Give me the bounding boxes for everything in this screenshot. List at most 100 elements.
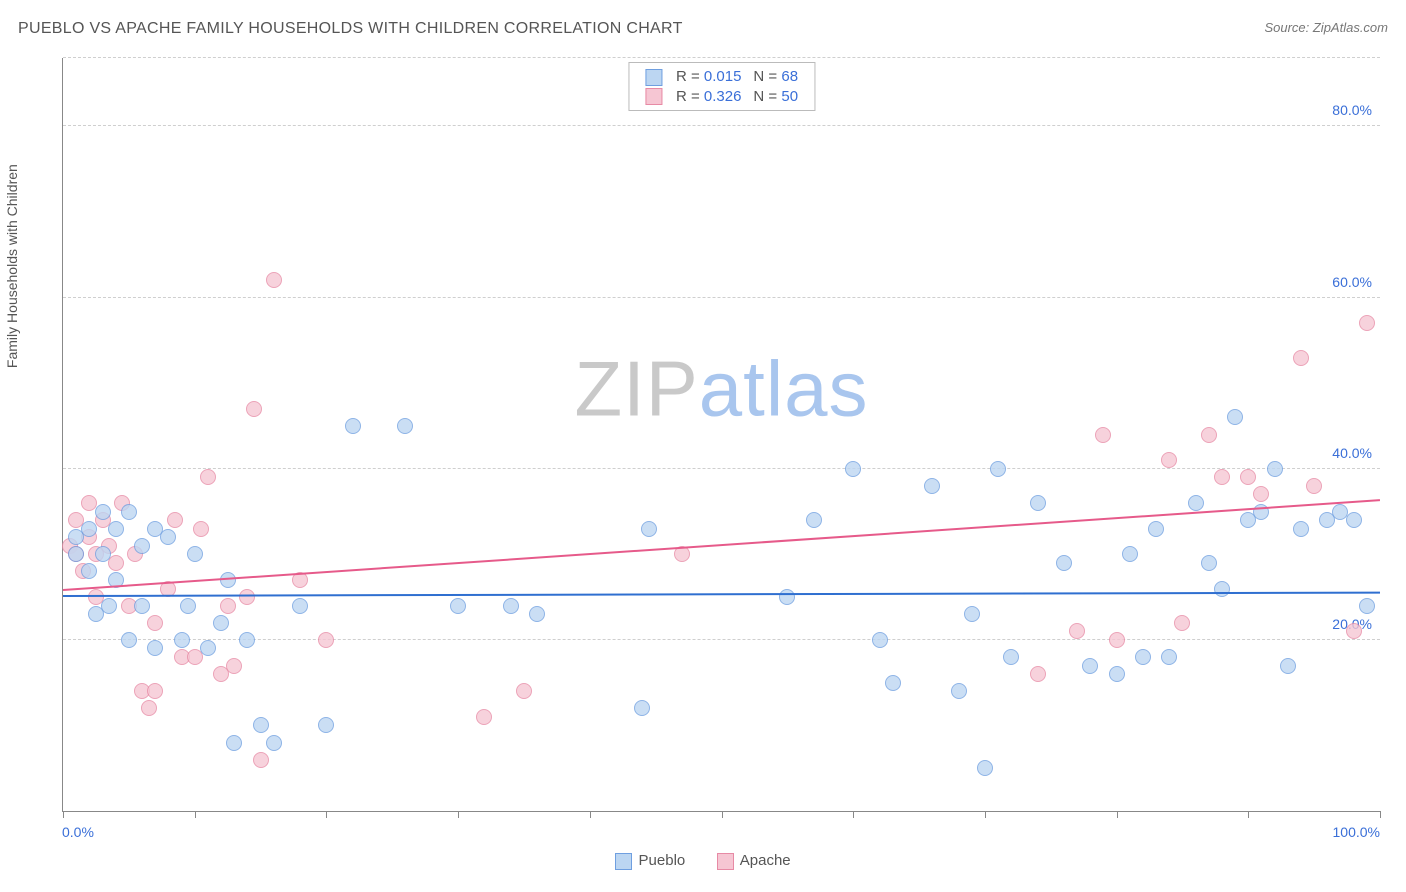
gridline: [63, 468, 1380, 469]
scatter-point-apache: [1174, 615, 1190, 631]
scatter-point-pueblo: [806, 512, 822, 528]
scatter-point-pueblo: [641, 521, 657, 537]
x-tick-mark: [1380, 811, 1381, 818]
scatter-point-pueblo: [68, 546, 84, 562]
y-tick-label: 40.0%: [1332, 445, 1372, 461]
x-tick-mark: [590, 811, 591, 818]
scatter-point-apache: [147, 615, 163, 631]
scatter-point-apache: [1030, 666, 1046, 682]
legend-label-apache: Apache: [740, 852, 791, 869]
plot-region: ZIPatlas R = 0.015 N = 68 R = 0.326 N = …: [62, 58, 1380, 812]
scatter-point-pueblo: [845, 461, 861, 477]
scatter-point-pueblo: [318, 717, 334, 733]
scatter-point-apache: [318, 632, 334, 648]
scatter-point-pueblo: [81, 521, 97, 537]
scatter-point-apache: [1346, 623, 1362, 639]
x-tick-mark: [1248, 811, 1249, 818]
scatter-point-pueblo: [450, 598, 466, 614]
r-value-apache: 0.326: [704, 88, 742, 105]
stats-legend: R = 0.015 N = 68 R = 0.326 N = 50: [628, 62, 815, 111]
scatter-point-pueblo: [1201, 555, 1217, 571]
watermark-zip: ZIP: [574, 345, 698, 433]
legend-label-pueblo: Pueblo: [639, 852, 686, 869]
n-value-apache: 50: [781, 88, 798, 105]
scatter-point-apache: [200, 469, 216, 485]
scatter-point-pueblo: [121, 504, 137, 520]
y-axis-label: Family Households with Children: [4, 164, 20, 368]
scatter-point-pueblo: [529, 606, 545, 622]
x-tick-mark: [1117, 811, 1118, 818]
scatter-point-pueblo: [1109, 666, 1125, 682]
scatter-point-apache: [1201, 427, 1217, 443]
scatter-point-pueblo: [1003, 649, 1019, 665]
swatch-apache: [717, 853, 734, 870]
scatter-point-pueblo: [1346, 512, 1362, 528]
scatter-point-pueblo: [1188, 495, 1204, 511]
x-tick-label-max: 100.0%: [1333, 824, 1380, 840]
scatter-point-apache: [1359, 315, 1375, 331]
scatter-point-pueblo: [1267, 461, 1283, 477]
scatter-point-pueblo: [977, 760, 993, 776]
scatter-point-pueblo: [990, 461, 1006, 477]
scatter-point-pueblo: [187, 546, 203, 562]
scatter-point-pueblo: [180, 598, 196, 614]
scatter-point-pueblo: [200, 640, 216, 656]
scatter-point-apache: [266, 272, 282, 288]
y-tick-label: 80.0%: [1332, 102, 1372, 118]
scatter-point-pueblo: [345, 418, 361, 434]
swatch-pueblo: [645, 69, 662, 86]
gridline: [63, 639, 1380, 640]
x-tick-mark: [326, 811, 327, 818]
scatter-point-pueblo: [872, 632, 888, 648]
scatter-point-pueblo: [503, 598, 519, 614]
x-tick-mark: [458, 811, 459, 818]
n-label: N =: [753, 88, 781, 105]
scatter-point-pueblo: [397, 418, 413, 434]
x-axis-labels: 0.0% 100.0%: [62, 824, 1380, 844]
scatter-point-pueblo: [1293, 521, 1309, 537]
scatter-point-pueblo: [885, 675, 901, 691]
scatter-point-pueblo: [1056, 555, 1072, 571]
scatter-point-apache: [193, 521, 209, 537]
r-label: R =: [676, 88, 704, 105]
scatter-point-apache: [1214, 469, 1230, 485]
scatter-point-pueblo: [1359, 598, 1375, 614]
scatter-point-apache: [1240, 469, 1256, 485]
gridline: [63, 297, 1380, 298]
scatter-point-pueblo: [292, 598, 308, 614]
scatter-point-apache: [1306, 478, 1322, 494]
scatter-point-apache: [516, 683, 532, 699]
scatter-point-apache: [226, 658, 242, 674]
chart-title: PUEBLO VS APACHE FAMILY HOUSEHOLDS WITH …: [18, 20, 683, 38]
scatter-point-apache: [1253, 486, 1269, 502]
scatter-point-pueblo: [134, 538, 150, 554]
x-tick-mark: [722, 811, 723, 818]
x-tick-mark: [853, 811, 854, 818]
scatter-point-apache: [1161, 452, 1177, 468]
scatter-point-pueblo: [1280, 658, 1296, 674]
scatter-point-pueblo: [1227, 409, 1243, 425]
x-tick-mark: [985, 811, 986, 818]
scatter-point-apache: [476, 709, 492, 725]
scatter-point-pueblo: [134, 598, 150, 614]
scatter-point-pueblo: [95, 546, 111, 562]
trendline-pueblo: [63, 591, 1380, 596]
scatter-point-pueblo: [779, 589, 795, 605]
x-tick-label-min: 0.0%: [62, 824, 94, 840]
scatter-point-pueblo: [1082, 658, 1098, 674]
scatter-point-apache: [147, 683, 163, 699]
scatter-point-pueblo: [174, 632, 190, 648]
scatter-point-apache: [1293, 350, 1309, 366]
scatter-point-apache: [246, 401, 262, 417]
scatter-point-pueblo: [239, 632, 255, 648]
n-value-pueblo: 68: [781, 68, 798, 85]
source-prefix: Source:: [1264, 20, 1312, 35]
stats-row-pueblo: R = 0.015 N = 68: [639, 67, 804, 87]
scatter-point-apache: [253, 752, 269, 768]
scatter-point-pueblo: [95, 504, 111, 520]
r-value-pueblo: 0.015: [704, 68, 742, 85]
scatter-point-pueblo: [108, 521, 124, 537]
scatter-point-pueblo: [101, 598, 117, 614]
y-tick-label: 60.0%: [1332, 274, 1372, 290]
swatch-pueblo: [615, 853, 632, 870]
